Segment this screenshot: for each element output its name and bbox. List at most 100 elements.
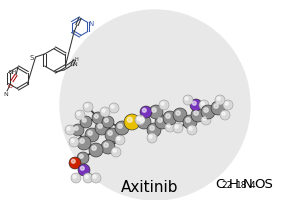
Circle shape: [77, 152, 89, 164]
Circle shape: [72, 124, 84, 136]
Text: C: C: [215, 178, 224, 191]
Circle shape: [175, 125, 178, 128]
Circle shape: [201, 115, 211, 125]
Circle shape: [94, 114, 98, 118]
Circle shape: [149, 105, 163, 119]
Circle shape: [165, 122, 175, 132]
Circle shape: [108, 131, 112, 135]
Circle shape: [71, 159, 75, 163]
Circle shape: [74, 126, 78, 130]
Circle shape: [104, 143, 108, 147]
Circle shape: [189, 127, 192, 130]
Circle shape: [102, 109, 105, 112]
Circle shape: [71, 173, 81, 183]
Circle shape: [199, 100, 209, 110]
Text: H: H: [229, 178, 239, 191]
Circle shape: [115, 121, 129, 135]
Circle shape: [127, 117, 132, 122]
Circle shape: [75, 110, 85, 120]
Circle shape: [214, 104, 218, 108]
Circle shape: [124, 114, 140, 130]
Circle shape: [203, 117, 206, 120]
Circle shape: [201, 105, 215, 119]
Circle shape: [163, 111, 177, 125]
Circle shape: [102, 116, 114, 128]
Circle shape: [183, 115, 197, 129]
Circle shape: [222, 112, 225, 115]
Circle shape: [201, 102, 204, 105]
Text: N: N: [73, 62, 77, 68]
Circle shape: [117, 137, 120, 140]
Text: 4: 4: [250, 180, 255, 190]
Circle shape: [93, 175, 96, 178]
Circle shape: [80, 166, 84, 170]
Text: N: N: [88, 21, 94, 26]
Circle shape: [98, 124, 102, 128]
Circle shape: [109, 103, 119, 113]
Circle shape: [69, 137, 79, 147]
Circle shape: [82, 118, 86, 122]
Circle shape: [176, 111, 180, 115]
Circle shape: [90, 40, 220, 170]
Text: OS: OS: [254, 178, 273, 191]
Circle shape: [191, 108, 205, 122]
Circle shape: [85, 175, 88, 178]
Circle shape: [147, 133, 157, 143]
Circle shape: [120, 70, 190, 140]
Circle shape: [85, 104, 88, 107]
Circle shape: [183, 95, 193, 105]
Circle shape: [150, 126, 154, 130]
Circle shape: [158, 118, 162, 122]
Circle shape: [140, 118, 144, 122]
Circle shape: [204, 108, 208, 112]
Circle shape: [80, 139, 84, 143]
Circle shape: [77, 136, 91, 150]
Circle shape: [149, 135, 152, 138]
Text: O: O: [8, 84, 13, 89]
Circle shape: [167, 124, 170, 127]
Circle shape: [111, 105, 114, 108]
Circle shape: [115, 135, 125, 145]
Circle shape: [80, 154, 83, 158]
Text: N: N: [4, 92, 8, 97]
Circle shape: [223, 100, 233, 110]
Circle shape: [91, 173, 101, 183]
Circle shape: [140, 106, 152, 118]
Text: N: N: [243, 178, 253, 191]
Circle shape: [161, 102, 164, 105]
Circle shape: [135, 115, 145, 125]
Circle shape: [225, 102, 228, 105]
Circle shape: [113, 149, 116, 152]
Circle shape: [71, 139, 74, 142]
Circle shape: [173, 123, 183, 133]
Circle shape: [69, 157, 81, 169]
Circle shape: [159, 100, 169, 110]
Text: S: S: [29, 55, 34, 61]
Circle shape: [92, 146, 96, 150]
Circle shape: [142, 108, 146, 112]
Circle shape: [217, 97, 220, 100]
Circle shape: [152, 108, 156, 112]
Circle shape: [67, 127, 70, 130]
Circle shape: [78, 164, 90, 176]
Circle shape: [220, 110, 230, 120]
Circle shape: [65, 125, 75, 135]
Circle shape: [185, 97, 188, 100]
Text: 18: 18: [236, 180, 247, 190]
Circle shape: [190, 99, 202, 111]
Circle shape: [194, 111, 198, 115]
Text: Axitinib: Axitinib: [121, 180, 179, 195]
Circle shape: [60, 10, 250, 200]
Circle shape: [155, 115, 169, 129]
Circle shape: [215, 95, 225, 105]
Circle shape: [100, 107, 110, 117]
Circle shape: [186, 118, 190, 122]
Circle shape: [92, 112, 104, 124]
Circle shape: [111, 147, 121, 157]
Circle shape: [77, 112, 80, 115]
Circle shape: [118, 124, 122, 128]
Circle shape: [211, 101, 225, 115]
Circle shape: [166, 114, 170, 118]
Circle shape: [80, 116, 92, 128]
Circle shape: [105, 128, 119, 142]
